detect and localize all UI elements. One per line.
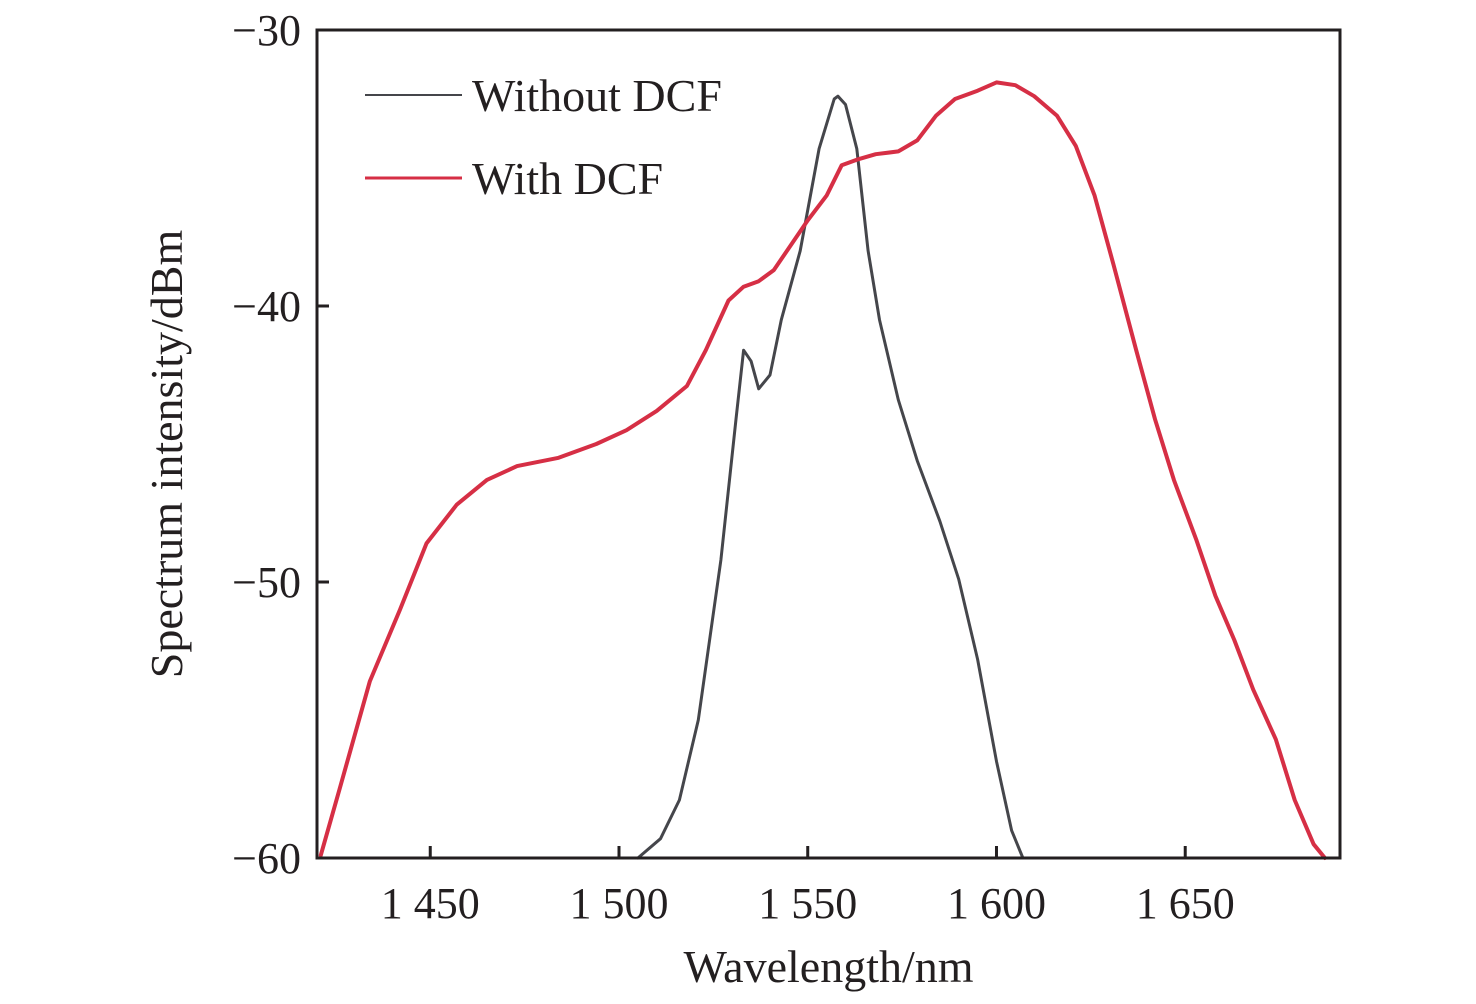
- legend: Without DCF With DCF: [365, 70, 722, 204]
- x-axis-ticks: 1 450 1 500 1 550 1 600 1 650: [381, 846, 1235, 928]
- y-tick-label: −30: [232, 6, 301, 55]
- y-tick-label: −60: [232, 834, 301, 883]
- y-tick-label: −40: [232, 282, 301, 331]
- y-axis-ticks: −30 −40 −50 −60: [232, 6, 329, 883]
- plot-frame: [315, 28, 1342, 860]
- x-axis-title: Wavelength/nm: [683, 941, 973, 992]
- series-layer: [318, 80, 1327, 860]
- series-line-without-dcf: [636, 94, 1025, 860]
- x-tick-label: 1 450: [381, 879, 480, 928]
- x-tick-label: 1 600: [947, 879, 1046, 928]
- x-tick-label: 1 500: [569, 879, 668, 928]
- y-axis-title: Spectrum intensity/dBm: [141, 230, 192, 679]
- x-tick-label: 1 550: [758, 879, 857, 928]
- series-line-with-dcf: [318, 80, 1327, 860]
- legend-label-without-dcf: Without DCF: [472, 70, 722, 121]
- y-tick-label: −50: [232, 558, 301, 607]
- legend-label-with-dcf: With DCF: [472, 153, 663, 204]
- x-tick-label: 1 650: [1136, 879, 1235, 928]
